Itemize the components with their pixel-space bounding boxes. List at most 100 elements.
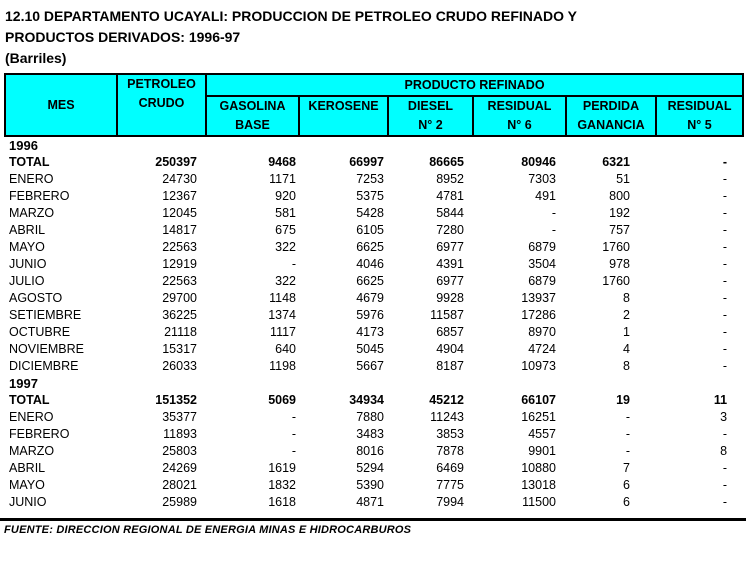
page-title: 12.10 DEPARTAMENTO UCAYALI: PRODUCCION D… bbox=[5, 8, 577, 45]
row-label: FEBRERO bbox=[9, 427, 70, 441]
row-value: 25803 bbox=[162, 444, 197, 458]
table-row: OCTUBRE 21118 1117 4173 6857 8970 1 - bbox=[5, 324, 743, 341]
column-header-line: KEROSENE bbox=[308, 99, 379, 113]
table-row: ENERO 35377 - 7880 11243 16251 - 3 bbox=[5, 409, 743, 426]
row-value: 86665 bbox=[429, 155, 464, 169]
table-row: AGOSTO 29700 1148 4679 9928 13937 8 - bbox=[5, 290, 743, 307]
row-value: 1171 bbox=[269, 172, 296, 186]
table-body: 1996 TOTAL 250397 9468 66997 86665 80946 6321- E… bbox=[5, 136, 743, 511]
row-label: MARZO bbox=[9, 206, 55, 220]
table-row: JULIO 22563 322 6625 6977 6879 1760 - bbox=[5, 273, 743, 290]
row-value: 8 bbox=[720, 444, 728, 458]
row-value: 5045 bbox=[356, 342, 384, 356]
row-value: 6 bbox=[623, 495, 630, 509]
row-value: 3853 bbox=[436, 427, 464, 441]
row-value: 80946 bbox=[521, 155, 556, 169]
row-value: 36225 bbox=[162, 308, 197, 322]
row-label: JUNIO bbox=[9, 257, 47, 271]
row-value: 2 bbox=[623, 308, 630, 322]
row-value: - bbox=[722, 240, 728, 254]
row-label: ABRIL bbox=[9, 461, 46, 475]
row-value: 5667 bbox=[356, 359, 384, 373]
row-value: 1618 bbox=[268, 495, 296, 509]
column-header-line: PERDIDA bbox=[582, 99, 640, 113]
row-value: 6625 bbox=[356, 274, 384, 288]
row-value: 9901 bbox=[528, 444, 556, 458]
row-label: MAYO bbox=[9, 240, 45, 254]
row-value: - bbox=[722, 291, 728, 305]
row-value: 12367 bbox=[162, 189, 197, 203]
row-value: 5069 bbox=[268, 393, 296, 407]
row-value: 322 bbox=[275, 240, 296, 254]
row-value: 7280 bbox=[436, 223, 464, 237]
row-label: TOTAL bbox=[9, 393, 50, 407]
row-value: 11500 bbox=[522, 495, 556, 509]
row-value: 45212 bbox=[429, 393, 464, 407]
row-value: 322 bbox=[275, 274, 296, 288]
row-value: 3483 bbox=[356, 427, 384, 441]
row-value: 28021 bbox=[162, 478, 197, 492]
column-header-line: N° 2 bbox=[418, 118, 443, 132]
row-value: 7994 bbox=[436, 495, 464, 509]
year-row: 1997 bbox=[5, 375, 743, 392]
row-value: - bbox=[722, 478, 728, 492]
row-value: 1374 bbox=[268, 308, 296, 322]
row-value: 7775 bbox=[436, 478, 464, 492]
year-label: 1997 bbox=[9, 376, 38, 391]
row-value: 4871 bbox=[356, 495, 384, 509]
row-value: 10973 bbox=[521, 359, 556, 373]
row-value: 6879 bbox=[528, 240, 556, 254]
footer-divider bbox=[0, 518, 746, 521]
row-value: 13937 bbox=[521, 291, 556, 305]
table-row: ENERO 24730 1171 7253 8952 7303 51 - bbox=[5, 171, 743, 188]
row-value: 8970 bbox=[528, 325, 556, 339]
column-header-residual-n6: RESIDUAL N° 6 bbox=[472, 95, 567, 137]
year-label: 1996 bbox=[9, 138, 38, 153]
row-value: 5844 bbox=[436, 206, 464, 220]
year-row: 1996 bbox=[5, 136, 743, 154]
row-value: 7880 bbox=[356, 410, 384, 424]
table-row: NOVIEMBRE 15317 640 5045 4904 4724 4 - bbox=[5, 341, 743, 358]
row-value: - bbox=[722, 172, 728, 186]
table-row: FEBRERO 12367 920 5375 4781 491 800 - bbox=[5, 188, 743, 205]
column-header-line: PETROLEO bbox=[127, 77, 196, 91]
row-value: 6857 bbox=[436, 325, 464, 339]
row-value: 192 bbox=[609, 206, 630, 220]
row-value: - bbox=[722, 155, 728, 169]
row-value: 800 bbox=[609, 189, 630, 203]
row-value: 5375 bbox=[356, 189, 384, 203]
row-value: 11893 bbox=[163, 427, 197, 441]
row-value: 1760 bbox=[602, 274, 630, 288]
page-subtitle: (Barriles) bbox=[5, 50, 67, 66]
row-label: OCTUBRE bbox=[9, 325, 71, 339]
table-row: MAYO 28021 1832 5390 7775 13018 6 - bbox=[5, 477, 743, 494]
column-header-line: CRUDO bbox=[138, 96, 185, 110]
production-table: MES PETROLEO CRUDO PRODUCTO REFINADO GAS… bbox=[4, 73, 745, 511]
row-value: - bbox=[722, 427, 728, 441]
row-value: - bbox=[722, 257, 728, 271]
table-row: MARZO 12045 581 5428 5844 - 192 - bbox=[5, 205, 743, 222]
column-header-residual-n5: RESIDUAL N° 5 bbox=[654, 95, 745, 137]
row-label: DICIEMBRE bbox=[9, 359, 79, 373]
row-value: - bbox=[722, 495, 728, 509]
row-value: 5390 bbox=[356, 478, 384, 492]
row-value: 1198 bbox=[269, 359, 296, 373]
table-row: JUNIO 25989 1618 4871 7994 11500 6 - bbox=[5, 494, 743, 511]
column-header-line: BASE bbox=[235, 118, 270, 132]
row-value: 4557 bbox=[528, 427, 556, 441]
row-label: SETIEMBRE bbox=[9, 308, 82, 322]
table-row: MAYO 22563 322 6625 6977 6879 1760 - bbox=[5, 239, 743, 256]
row-value: 6977 bbox=[436, 240, 464, 254]
table-row: FEBRERO 11893 - 3483 3853 4557 - - bbox=[5, 426, 743, 443]
row-value: 7253 bbox=[356, 172, 384, 186]
row-value: 5294 bbox=[356, 461, 384, 475]
table-row: TOTAL 250397 9468 66997 86665 80946 6321 - bbox=[5, 154, 743, 171]
table-row: ABRIL 14817 675 6105 7280 - 757 - bbox=[5, 222, 743, 239]
row-value: 8187 bbox=[436, 359, 464, 373]
row-value: 1 bbox=[623, 325, 630, 339]
row-value: 4904 bbox=[436, 342, 464, 356]
column-header-gasolina-base: GASOLINA BASE bbox=[205, 95, 300, 137]
row-value: 8016 bbox=[356, 444, 384, 458]
row-value: 34934 bbox=[349, 393, 384, 407]
row-value: 4391 bbox=[436, 257, 464, 271]
